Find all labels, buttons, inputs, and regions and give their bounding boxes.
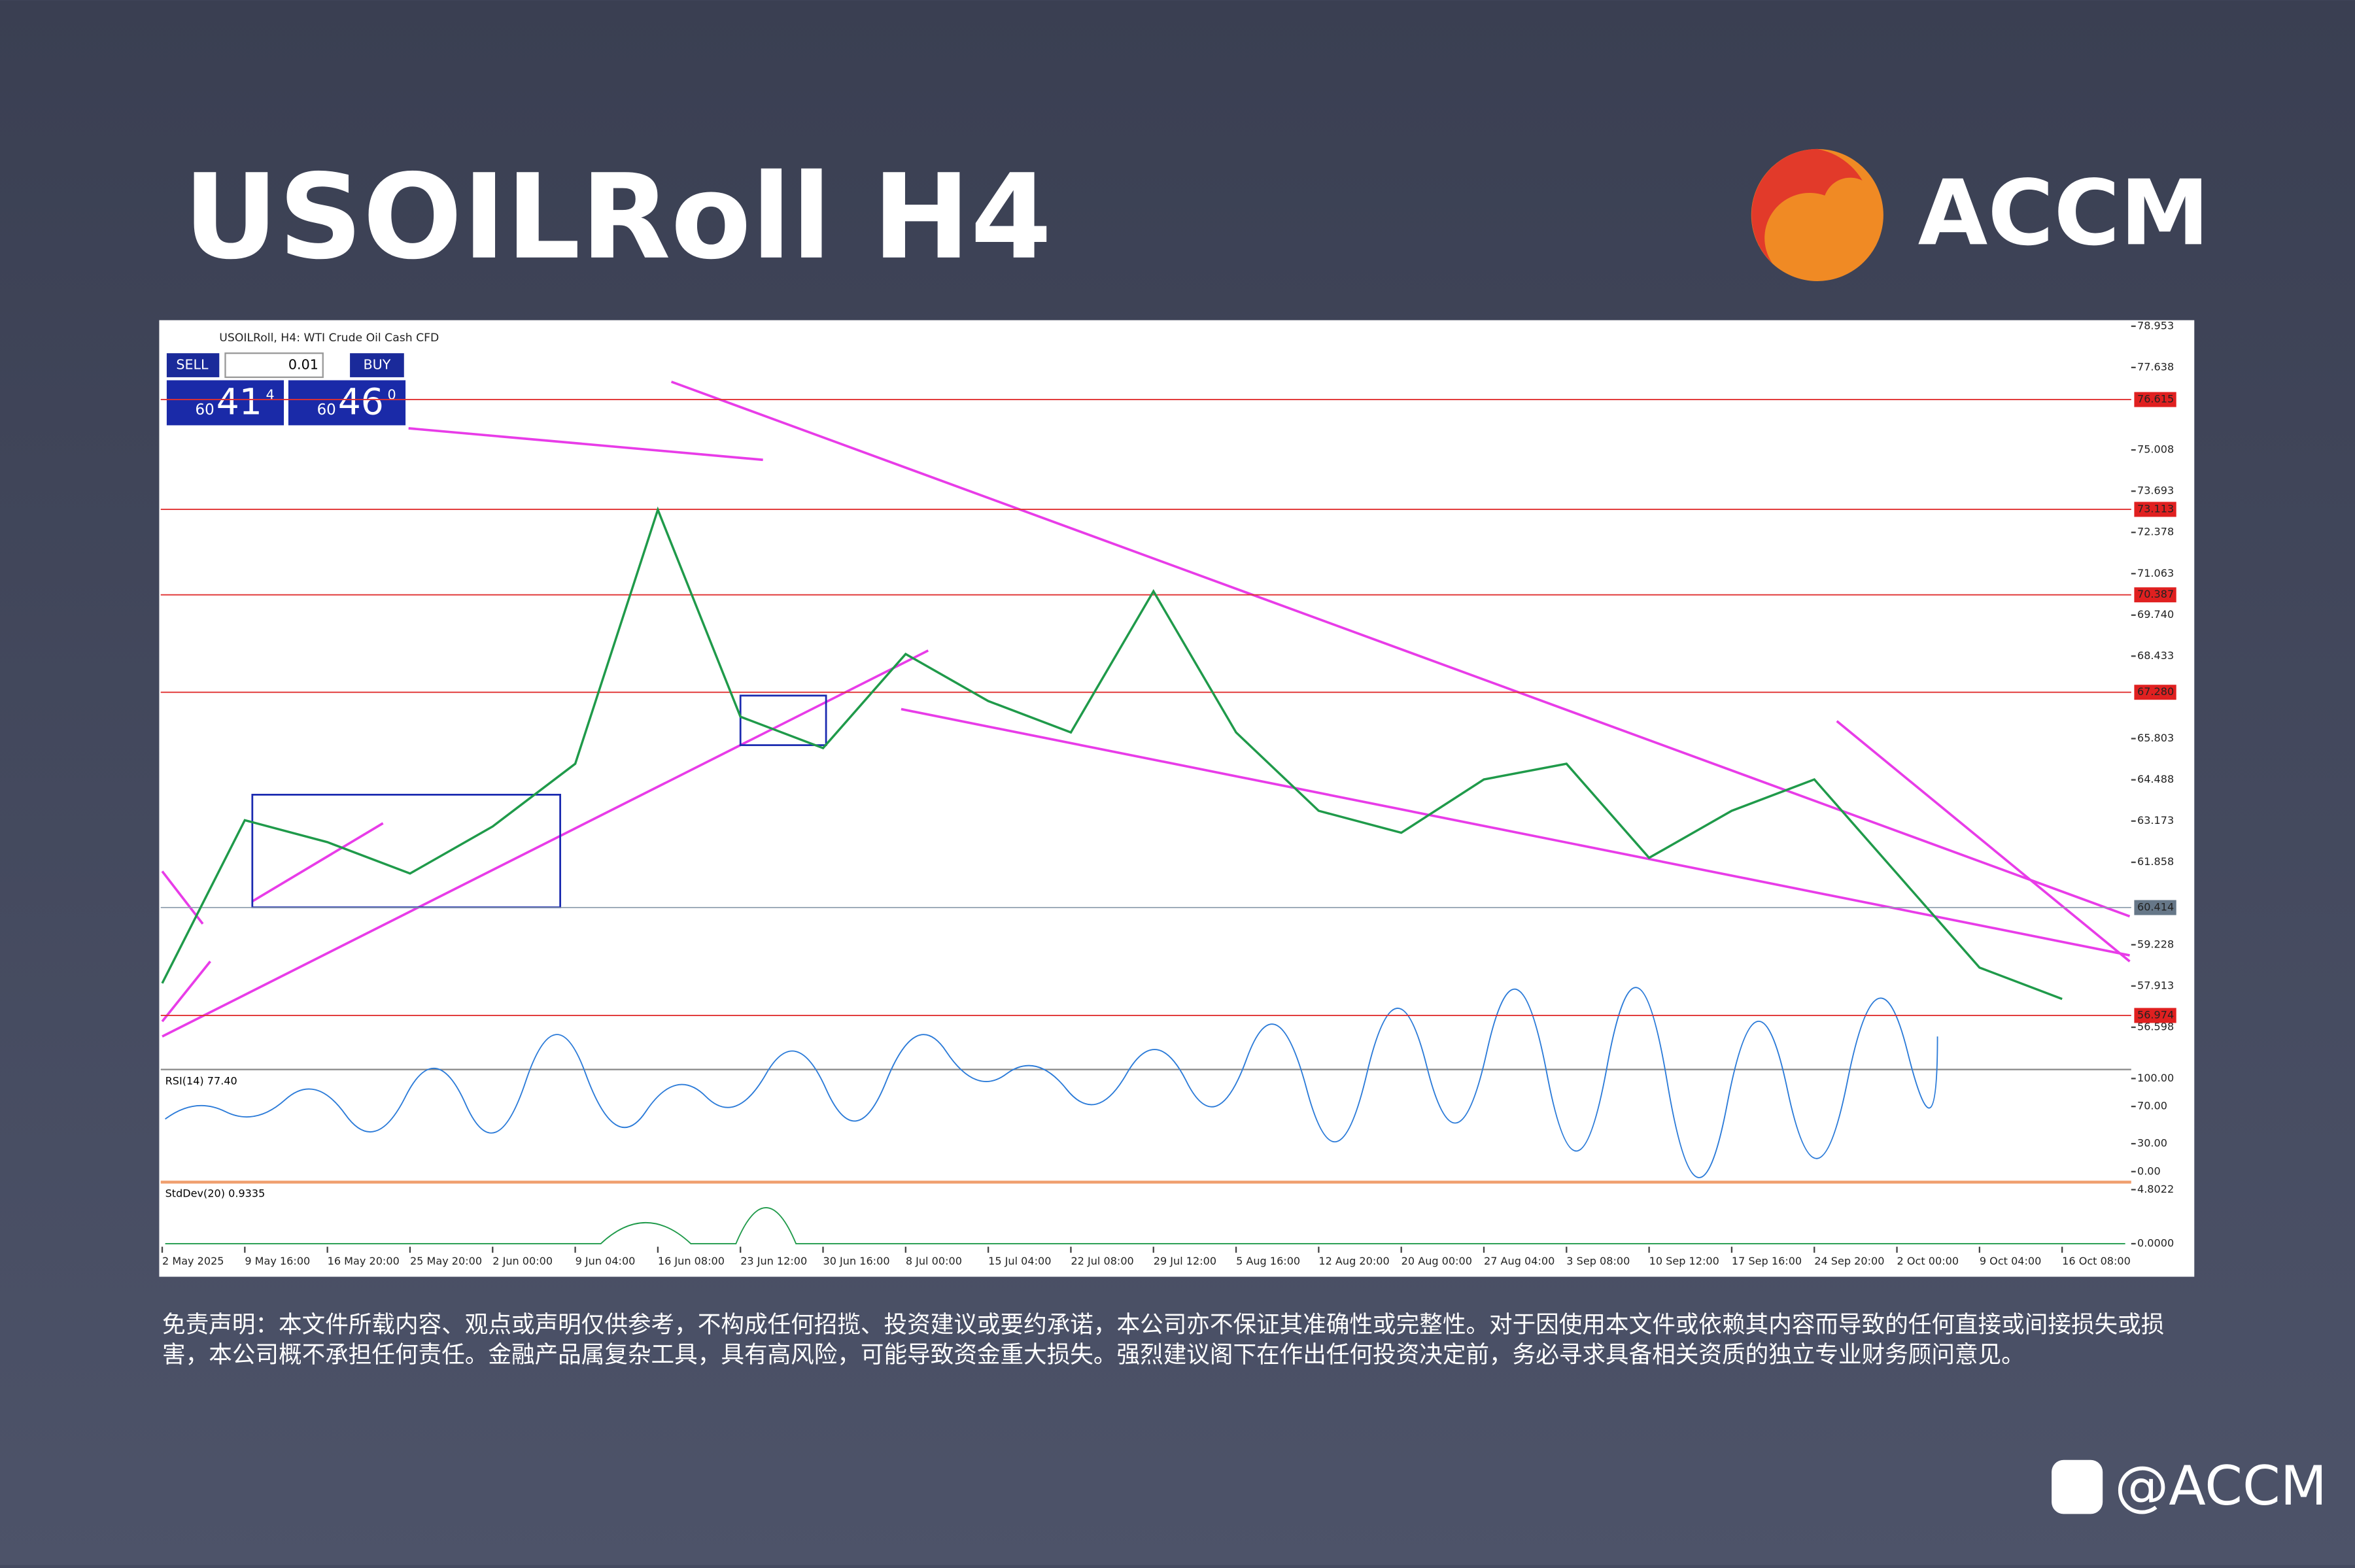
- y-tick-label: 71.063: [2137, 567, 2174, 579]
- y-tick-label: 30.00: [2137, 1137, 2167, 1150]
- x-tick-label: 2 Oct 00:00: [1897, 1255, 1959, 1267]
- y-tick-label: 63.173: [2137, 814, 2174, 827]
- lot-input[interactable]: [224, 352, 324, 379]
- level-tag: [2134, 502, 2176, 517]
- x-tick-label: 2 May 2025: [162, 1255, 224, 1267]
- trend-lines: [161, 381, 2131, 1038]
- rsi-line: [165, 987, 1938, 1178]
- lot: 0.01: [288, 357, 318, 373]
- sell-button[interactable]: [166, 353, 220, 377]
- ask-big: 46: [338, 381, 384, 422]
- ask-box[interactable]: [288, 380, 406, 426]
- x-tick-label: 5 Aug 16:00: [1236, 1255, 1300, 1267]
- y-tick-label: 100.00: [2137, 1072, 2174, 1084]
- x-tick-label: 16 May 20:00: [328, 1255, 400, 1267]
- level-tag: [2134, 587, 2176, 603]
- y-tick-label: 68.433: [2137, 649, 2174, 662]
- stddev-label: StdDev(20) 0.9335: [165, 1187, 266, 1200]
- x-tick-label: 25 May 20:00: [410, 1255, 482, 1267]
- y-tick-label: 73.693: [2137, 485, 2174, 497]
- bid-box[interactable]: [166, 380, 284, 426]
- x-tick-label: 3 Sep 08:00: [1566, 1255, 1630, 1267]
- x-tick-label: 29 Jul 12:00: [1154, 1255, 1216, 1267]
- y-tick-label: 4.8022: [2137, 1183, 2174, 1195]
- y-tick-label: 0.00: [2137, 1165, 2161, 1177]
- y-tick-label: 69.740: [2137, 608, 2174, 621]
- y-tick-label: 0.0000: [2137, 1237, 2174, 1250]
- buy-label: BUY: [363, 357, 390, 373]
- x-tick-label: 10 Sep 12:00: [1649, 1255, 1719, 1267]
- bid-small: 4: [266, 386, 274, 402]
- y-tick-label: 57.913: [2137, 979, 2174, 991]
- bid-prefix: 60: [196, 401, 215, 418]
- rsi-label: RSI(14) 77.40: [165, 1075, 237, 1087]
- x-tick-label: 9 May 16:00: [245, 1255, 310, 1267]
- x-tick-label: 12 Aug 20:00: [1318, 1255, 1389, 1267]
- x-tick-label: 23 Jun 12:00: [740, 1255, 807, 1267]
- price-label: 60.414: [2137, 900, 2174, 913]
- x-tick-label: 9 Oct 04:00: [1980, 1255, 2041, 1267]
- x-tick-label: 2 Jun 00:00: [492, 1255, 553, 1267]
- price-tag: [2134, 900, 2176, 915]
- level-label: 73.113: [2137, 502, 2174, 515]
- x-tick-label: 27 Aug 04:00: [1484, 1255, 1555, 1267]
- price-line-series: [161, 506, 2063, 1000]
- x-tick-label: 9 Jun 04:00: [576, 1255, 636, 1267]
- y-tick-label: 70.00: [2137, 1100, 2167, 1112]
- x-tick-label: 20 Aug 00:00: [1401, 1255, 1472, 1267]
- logo-part: [1751, 148, 1863, 264]
- x-tick-label: 22 Jul 08:00: [1071, 1255, 1133, 1267]
- level-label: 67.280: [2137, 685, 2174, 698]
- y-tick-label: 56.598: [2137, 1020, 2174, 1032]
- ask-small: 0: [388, 386, 396, 402]
- social-icon: [2052, 1459, 2103, 1514]
- level-tag: [2134, 685, 2176, 700]
- y-tick-label: 75.008: [2137, 443, 2174, 456]
- y-tick-label: 64.488: [2137, 773, 2174, 785]
- bid-big: 41: [216, 381, 262, 422]
- level-tag: [2134, 392, 2176, 407]
- chart-panel: [159, 320, 2195, 1277]
- y-tick-label: 65.803: [2137, 732, 2174, 744]
- x-tick-label: 17 Sep 16:00: [1732, 1255, 1802, 1267]
- x-tick-label: 16 Jun 08:00: [658, 1255, 725, 1267]
- x-tick-label: 15 Jul 04:00: [988, 1255, 1051, 1267]
- x-tick-label: 24 Sep 20:00: [1814, 1255, 1884, 1267]
- level-tag: [2134, 1008, 2176, 1023]
- x-tick-label: 30 Jun 16:00: [823, 1255, 890, 1267]
- level-label: 76.615: [2137, 393, 2174, 405]
- y-tick-label: 59.228: [2137, 938, 2174, 950]
- level-label: 56.974: [2137, 1008, 2174, 1021]
- x-tick-label: 16 Oct 08:00: [2062, 1255, 2131, 1267]
- x-tick-label: 8 Jul 00:00: [906, 1255, 962, 1267]
- social: @ACCM: [2115, 1455, 2328, 1518]
- buy-button[interactable]: [350, 353, 404, 377]
- sell-label: SELL: [176, 357, 209, 373]
- y-tick-label: 61.858: [2137, 855, 2174, 868]
- y-tick-label: 77.638: [2137, 360, 2174, 373]
- y-tick-label: 78.953: [2137, 319, 2174, 332]
- window-title: USOILRoll, H4: WTI Crude Oil Cash CFD: [219, 332, 439, 345]
- disclaimer: 免责声明：本文件所载内容、观点或声明仅供参考，不构成任何招揽、投资建议或要约承诺…: [162, 1311, 2165, 1369]
- ask-prefix: 60: [317, 401, 336, 418]
- brand: ACCM: [1918, 161, 2210, 265]
- stddev-line: [165, 1207, 2125, 1244]
- title: USOILRoll H4: [183, 150, 1052, 286]
- level-label: 70.387: [2137, 588, 2174, 600]
- trade-panel: SELL 0.01 BUY 60 41 4 60 46 0: [166, 352, 406, 426]
- disclaimer-box: 免责声明：本文件所载内容、观点或声明仅供参考，不构成任何招揽、投资建议或要约承诺…: [162, 1311, 2165, 1369]
- y-tick-label: 72.378: [2137, 526, 2174, 538]
